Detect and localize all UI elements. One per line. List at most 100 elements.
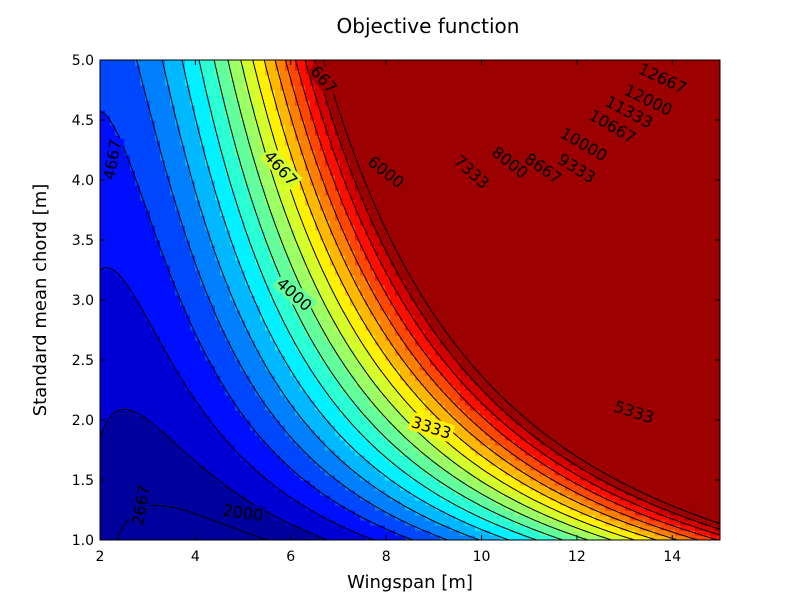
contour-fill-cell xyxy=(285,490,291,496)
contour-fill-cell xyxy=(255,365,261,371)
contour-fill-cell xyxy=(195,520,201,526)
contour-fill-cell xyxy=(500,500,506,506)
contour-fill-cell xyxy=(655,370,661,376)
contour-fill-cell xyxy=(555,420,561,426)
contour-fill-cell xyxy=(435,460,441,466)
contour-fill-cell xyxy=(130,355,136,361)
contour-fill-cell xyxy=(640,440,646,446)
contour-fill-cell xyxy=(715,460,720,466)
contour-fill-cell xyxy=(605,470,611,476)
contour-fill-cell xyxy=(320,500,326,506)
contour-fill-cell xyxy=(390,515,396,521)
contour-fill-cell xyxy=(425,465,431,471)
contour-fill-cell xyxy=(360,445,366,451)
contour-fill-cell xyxy=(240,360,246,366)
contour-fill-cell xyxy=(665,430,671,436)
contour-fill-cell xyxy=(580,380,586,386)
contour-fill-cell xyxy=(715,445,720,451)
contour-fill-cell xyxy=(200,515,206,521)
contour-fill-cell xyxy=(290,475,296,481)
contour-fill-cell xyxy=(600,365,606,371)
contour-fill-cell xyxy=(690,505,696,511)
contour-fill-cell xyxy=(395,385,401,391)
contour-fill-cell xyxy=(530,405,536,411)
contour-fill-cell xyxy=(435,525,441,531)
contour-fill-cell xyxy=(105,345,111,351)
contour-fill-cell xyxy=(675,415,681,421)
contour-fill-cell xyxy=(530,370,536,376)
contour-fill-cell xyxy=(200,445,206,451)
contour-fill-cell xyxy=(500,425,506,431)
contour-fill-cell xyxy=(365,370,371,376)
contour-fill-cell xyxy=(185,415,191,421)
contour-fill-cell xyxy=(340,380,346,386)
contour-fill-cell xyxy=(430,500,436,506)
contour-fill-cell xyxy=(415,535,421,540)
contour-fill-cell xyxy=(345,340,351,346)
contour-fill-cell xyxy=(275,510,281,516)
contour-fill-cell xyxy=(175,445,181,451)
contour-fill-cell xyxy=(555,430,561,436)
contour-fill-cell xyxy=(210,355,216,361)
contour-fill-cell xyxy=(545,470,551,476)
contour-fill-cell xyxy=(185,335,191,341)
contour-fill-cell xyxy=(480,390,486,396)
contour-fill-cell xyxy=(520,420,526,426)
contour-fill-cell xyxy=(600,405,606,411)
contour-fill-cell xyxy=(685,415,691,421)
contour-fill-cell xyxy=(640,475,646,481)
contour-fill-cell xyxy=(305,420,311,426)
contour-fill-cell xyxy=(310,505,316,511)
contour-fill-cell xyxy=(115,360,121,366)
contour-fill-cell xyxy=(115,395,121,401)
contour-fill-cell xyxy=(365,415,371,421)
contour-fill-cell xyxy=(150,420,156,426)
contour-fill-cell xyxy=(655,510,661,516)
contour-fill-cell xyxy=(180,355,186,361)
contour-fill-cell xyxy=(670,400,676,406)
contour-fill-cell xyxy=(700,360,706,366)
contour-fill-cell xyxy=(160,420,166,426)
contour-fill-cell xyxy=(240,335,246,341)
contour-fill-cell xyxy=(365,400,371,406)
contour-fill-cell xyxy=(560,390,566,396)
contour-fill-cell xyxy=(685,495,691,501)
contour-fill-cell xyxy=(385,450,391,456)
contour-fill-cell xyxy=(695,400,701,406)
contour-fill-cell xyxy=(320,405,326,411)
contour-fill-cell xyxy=(245,415,251,421)
contour-fill-cell xyxy=(610,390,616,396)
contour-fill-cell xyxy=(240,490,246,496)
contour-fill-cell xyxy=(270,535,276,540)
contour-fill-cell xyxy=(355,380,361,386)
contour-fill-cell xyxy=(655,390,661,396)
contour-fill-cell xyxy=(165,350,171,356)
contour-fill-cell xyxy=(710,515,716,521)
contour-fill-cell xyxy=(615,435,621,441)
contour-fill-cell xyxy=(230,385,236,391)
contour-fill-cell xyxy=(355,505,361,511)
contour-fill-cell xyxy=(565,505,571,511)
contour-fill-cell xyxy=(705,420,711,426)
contour-fill-cell xyxy=(275,335,281,341)
contour-fill-cell xyxy=(605,460,611,466)
contour-fill-cell xyxy=(520,380,526,386)
contour-fill-cell xyxy=(590,460,596,466)
contour-fill-cell xyxy=(505,390,511,396)
contour-fill-cell xyxy=(500,380,506,386)
contour-fill-cell xyxy=(585,415,591,421)
contour-fill-cell xyxy=(280,430,286,436)
contour-fill-cell xyxy=(290,415,296,421)
contour-fill-cell xyxy=(405,480,411,486)
contour-fill-cell xyxy=(420,520,426,526)
contour-fill-cell xyxy=(520,375,526,381)
contour-fill-cell xyxy=(525,415,531,421)
contour-fill-cell xyxy=(540,410,546,416)
contour-fill-cell xyxy=(340,410,346,416)
contour-fill-cell xyxy=(160,375,166,381)
contour-fill-cell xyxy=(535,360,541,366)
contour-fill-cell xyxy=(185,475,191,481)
contour-fill-cell xyxy=(355,385,361,391)
contour-fill-cell xyxy=(360,430,366,436)
contour-fill-cell xyxy=(630,360,636,366)
